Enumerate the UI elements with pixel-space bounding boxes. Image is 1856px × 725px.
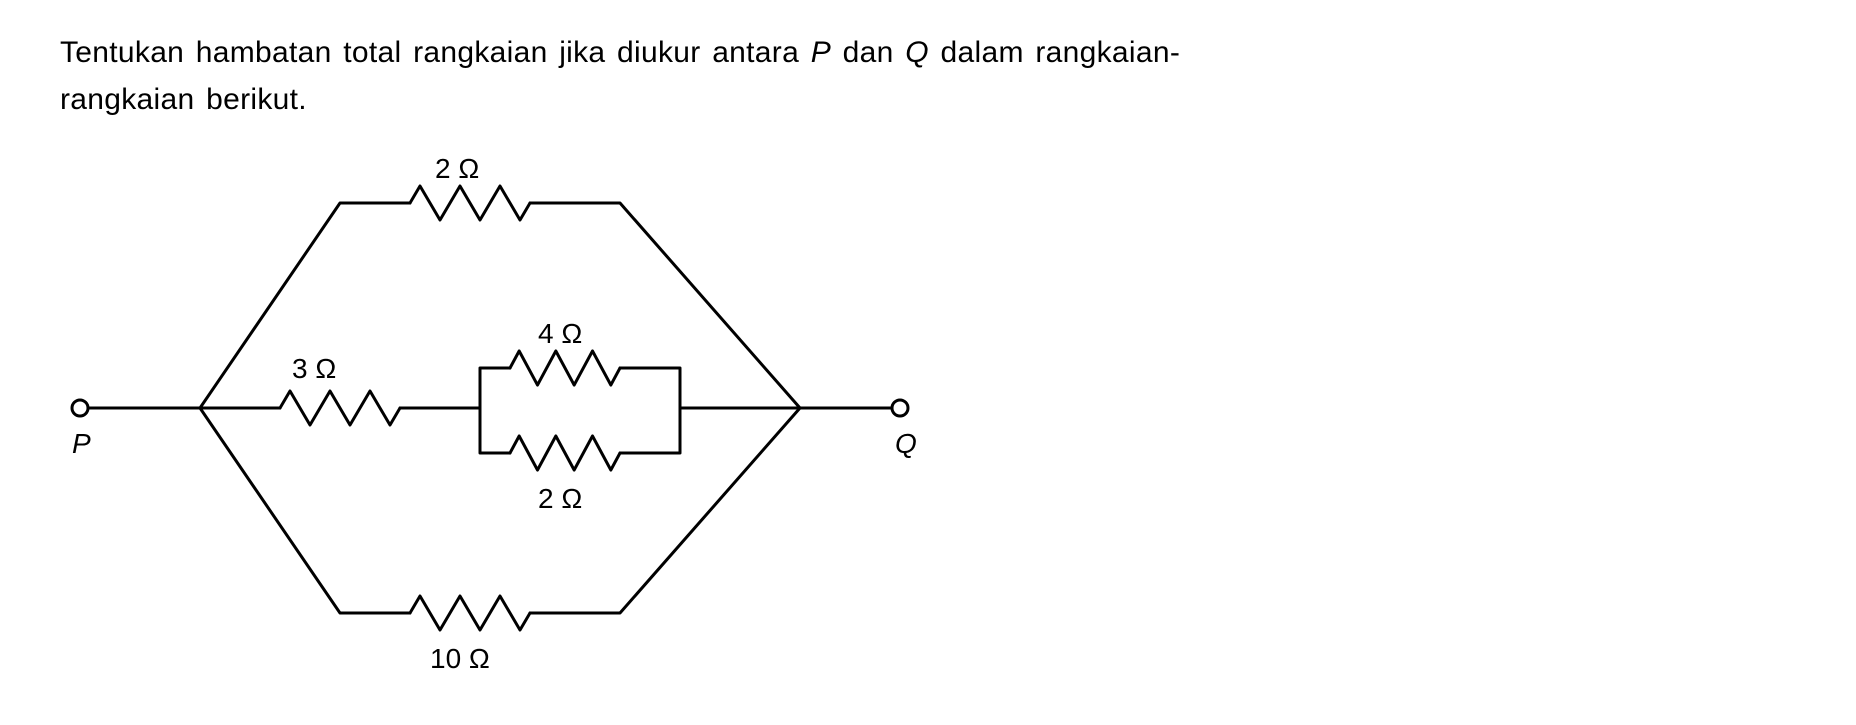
question-text: Tentukan hambatan total rangkaian jika d… <box>60 30 1796 123</box>
question-line2: rangkaian berikut. <box>60 83 307 116</box>
symbol-Q: Q <box>905 36 929 69</box>
question-line1-part1: Tentukan hambatan total rangkaian jika d… <box>60 36 811 69</box>
symbol-P: P <box>811 36 831 69</box>
question-line1-part2: dan <box>831 36 905 69</box>
circuit-svg <box>60 143 960 663</box>
resistor-top-label: 2 Ω <box>435 153 479 185</box>
resistor-mid-bot-label: 2 Ω <box>538 483 582 515</box>
circuit-diagram: P Q 2 Ω 3 Ω 4 Ω 2 Ω 10 Ω <box>60 143 960 663</box>
resistor-bottom-label: 10 Ω <box>430 643 490 675</box>
resistor-mid-top-label: 4 Ω <box>538 318 582 350</box>
question-line1-part3: dalam rangkaian- <box>929 36 1180 69</box>
resistor-mid-left-label: 3 Ω <box>292 353 336 385</box>
terminal-P-label: P <box>72 428 91 460</box>
terminal-Q-label: Q <box>895 428 917 460</box>
